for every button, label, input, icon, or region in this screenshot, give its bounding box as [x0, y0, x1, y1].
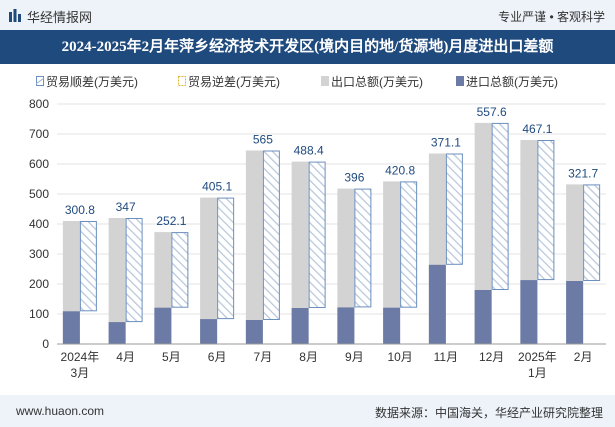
- legend-label-surplus: 贸易顺差(万美元): [46, 75, 138, 89]
- surplus-data-label: 396: [344, 171, 364, 185]
- import-bar: [245, 320, 263, 344]
- surplus-bar: [583, 184, 601, 281]
- surplus-bar: [354, 188, 372, 308]
- y-tick-label: 600: [29, 157, 49, 171]
- x-tick-label: 7月: [254, 350, 273, 364]
- y-tick-label: 300: [29, 247, 49, 261]
- surplus-data-label: 420.8: [385, 163, 415, 177]
- surplus-data-label: 321.7: [568, 166, 598, 180]
- import-bar: [200, 319, 218, 344]
- x-tick-label: 5月: [162, 350, 181, 364]
- export-bar: [474, 122, 492, 345]
- export-bar: [383, 181, 401, 344]
- surplus-bar: [79, 221, 97, 312]
- surplus-data-label: 252.1: [156, 214, 186, 228]
- export-bar: [245, 150, 263, 344]
- brand-name: 华经情报网: [27, 10, 93, 25]
- y-tick-label: 100: [29, 307, 49, 321]
- surplus-bar: [262, 150, 280, 320]
- surplus-bar: [125, 218, 143, 323]
- x-tick-label: 6月: [208, 350, 227, 364]
- surplus-data-label: 565: [253, 133, 273, 147]
- legend-label-exports: 出口总额(万美元): [331, 75, 423, 89]
- legend-swatch-exports: [321, 76, 329, 86]
- legend-label-deficit: 贸易逆差(万美元): [188, 75, 280, 89]
- chart-area: 0 100 200 300 400 500 600 700 800 300.8 2024年 3月 347…: [29, 97, 606, 380]
- x-tick-label: 10月: [387, 350, 412, 364]
- y-tick-label: 800: [29, 97, 49, 111]
- x-tick-label: 2月: [574, 350, 593, 364]
- x-tick-label: 9月: [345, 350, 364, 364]
- y-tick-label: 200: [29, 277, 49, 291]
- surplus-bar: [491, 122, 509, 291]
- x-tick-label: 11月: [434, 350, 458, 364]
- export-bar: [337, 188, 355, 344]
- surplus-bar: [171, 232, 189, 308]
- surplus-data-label: 371.1: [431, 136, 461, 150]
- x-tick-label: 8月: [299, 350, 318, 364]
- x-tick-label: 4月: [116, 350, 135, 364]
- y-tick-label: 700: [29, 127, 49, 141]
- title-bar: 2024-2025年2月年萍乡经济技术开发区(境内目的地/货源地)月度进出口差额: [0, 30, 615, 64]
- export-bar: [200, 197, 218, 344]
- x-tick-label: 2024年 3月: [61, 350, 100, 380]
- surplus-data-label: 557.6: [477, 105, 507, 119]
- surplus-data-label: 488.4: [294, 144, 324, 158]
- x-tick-label: 12月: [479, 350, 504, 364]
- surplus-bar: [537, 140, 555, 281]
- export-bar: [108, 218, 126, 344]
- import-bar: [108, 322, 126, 344]
- surplus-data-label: 300.8: [65, 203, 95, 217]
- import-bar: [520, 280, 538, 344]
- import-bar: [474, 290, 492, 344]
- surplus-bar: [217, 197, 235, 320]
- x-tick-label: 2025年 1月: [518, 350, 557, 380]
- surplus-bar: [308, 161, 326, 308]
- import-bar: [428, 264, 446, 344]
- import-bar: [383, 307, 401, 344]
- import-bar: [291, 308, 309, 344]
- logo-icon: [9, 9, 21, 22]
- footer: www.huaon.com 数据来源：中国海关，华经产业研究院整理: [0, 395, 615, 427]
- chart-title: 2024-2025年2月年萍乡经济技术开发区(境内目的地/货源地)月度进出口差额: [61, 39, 554, 55]
- legend-swatch-surplus: [36, 76, 44, 86]
- legend-swatch-deficit: [178, 76, 186, 86]
- tagline: 专业严谨 • 客观科学: [498, 10, 605, 24]
- footer-source: 数据来源：中国海关，华经产业研究院整理: [374, 406, 603, 420]
- top-bar: 华经情报网 专业严谨 • 客观科学: [0, 0, 615, 30]
- legend-label-imports: 进口总额(万美元): [466, 75, 558, 89]
- legend-swatch-imports: [456, 76, 464, 86]
- import-bar: [62, 311, 80, 344]
- y-tick-label: 500: [29, 187, 49, 201]
- surplus-data-label: 405.1: [202, 180, 232, 194]
- export-bar: [291, 161, 309, 344]
- y-tick-label: 0: [42, 337, 49, 351]
- surplus-data-label: 347: [116, 200, 136, 214]
- surplus-bar: [400, 181, 418, 308]
- surplus-data-label: 467.1: [522, 122, 552, 136]
- surplus-bar: [445, 153, 463, 265]
- import-bar: [566, 281, 584, 344]
- import-bar: [154, 307, 172, 344]
- import-bar: [337, 307, 355, 344]
- y-tick-label: 400: [29, 217, 49, 231]
- footer-url: www.huaon.com: [16, 404, 105, 418]
